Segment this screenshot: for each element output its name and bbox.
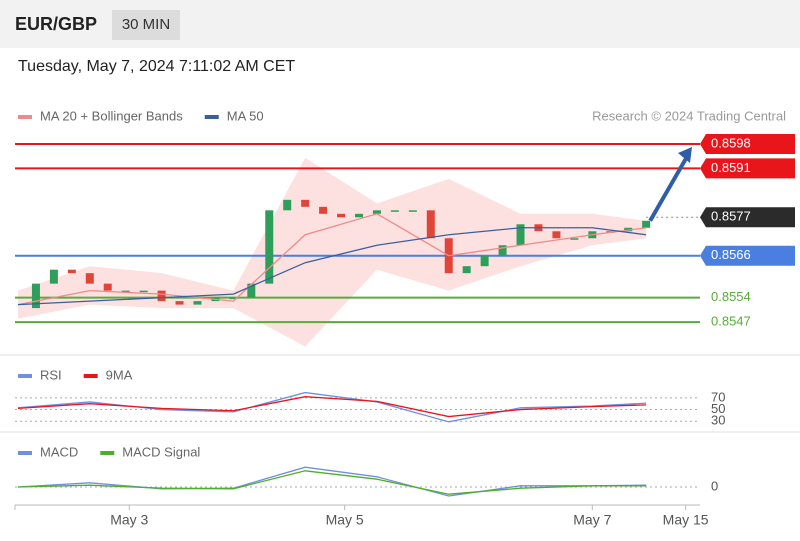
x-tick-label: May 3 (110, 512, 148, 528)
forecast-arrow (648, 153, 690, 222)
candle (337, 213, 346, 218)
forecast-arrowhead (678, 146, 692, 163)
legend-swatch (100, 451, 115, 455)
candle (552, 231, 561, 239)
legend-label: MA 20 + Bollinger Bands (40, 108, 183, 123)
candle (121, 290, 130, 293)
candle (31, 283, 40, 309)
level-label: 0.8554 (711, 289, 751, 304)
candle (229, 297, 238, 300)
timeframe-chip[interactable] (112, 10, 180, 40)
candle (480, 255, 489, 267)
series-line (17, 466, 647, 497)
candle (390, 210, 399, 212)
legend-label: RSI (40, 367, 62, 382)
legend-label: MACD (40, 444, 78, 459)
series-line (17, 227, 647, 306)
candle (372, 210, 381, 214)
candle (462, 266, 471, 274)
legend-label: MACD Signal (122, 444, 200, 459)
timestamp: Tuesday, May 7, 2024 7:11:02 AM CET (18, 58, 295, 75)
candle (193, 301, 202, 305)
candle (301, 199, 310, 207)
candle (265, 210, 274, 284)
y-tick-label: 50 (711, 401, 725, 416)
candle (157, 290, 166, 302)
level-badge (700, 207, 795, 228)
timeframe[interactable]: 30 MIN (122, 16, 170, 33)
level-label: 0.8591 (711, 160, 751, 175)
candle (319, 206, 328, 214)
candle (355, 213, 363, 218)
candle (570, 238, 579, 240)
level-label: 0.8577 (711, 209, 751, 224)
x-tick-label: May 5 (326, 512, 364, 528)
series-line (17, 213, 647, 306)
candle (247, 283, 256, 298)
legend-swatch (83, 374, 98, 378)
candle (103, 283, 112, 291)
candle (408, 210, 417, 212)
series-line (17, 396, 647, 418)
level-label: 0.8566 (711, 247, 751, 262)
series-line (17, 391, 647, 423)
legend-swatch (18, 374, 32, 378)
level-badge (700, 245, 795, 266)
bollinger-band (18, 157, 647, 347)
candle (139, 290, 148, 293)
y-tick-label: 70 (711, 389, 725, 404)
candle (175, 301, 184, 305)
x-tick-label: May 7 (573, 512, 611, 528)
level-badge (700, 158, 795, 179)
legend-label: 9MA (106, 367, 133, 382)
legend-swatch (18, 115, 32, 119)
y-tick-label: 0 (711, 478, 718, 493)
candle (283, 199, 292, 211)
candle (49, 269, 58, 284)
candle (516, 224, 525, 246)
level-badge (700, 133, 795, 154)
legend-swatch (204, 115, 219, 119)
legend-label: MA 50 (227, 108, 264, 123)
y-tick-label: 30 (711, 413, 725, 428)
source: Research © 2024 Trading Central (592, 108, 786, 123)
legend-swatch (18, 451, 32, 455)
level-label: 0.8547 (711, 314, 751, 329)
candle (85, 273, 94, 284)
candle (67, 269, 76, 274)
series-line (17, 470, 647, 495)
level-label: 0.8598 (711, 135, 751, 150)
candle (426, 210, 435, 239)
x-tick-label: May 15 (663, 512, 709, 528)
candle (642, 220, 651, 228)
symbol: EUR/GBP (15, 14, 97, 34)
candle (498, 245, 507, 256)
